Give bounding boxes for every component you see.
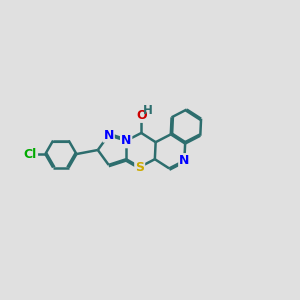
Text: N: N <box>179 154 190 167</box>
Text: N: N <box>121 134 131 147</box>
Text: O: O <box>136 109 147 122</box>
Text: Cl: Cl <box>24 148 37 160</box>
Text: S: S <box>135 160 144 173</box>
Text: N: N <box>103 129 114 142</box>
Text: H: H <box>143 103 153 116</box>
